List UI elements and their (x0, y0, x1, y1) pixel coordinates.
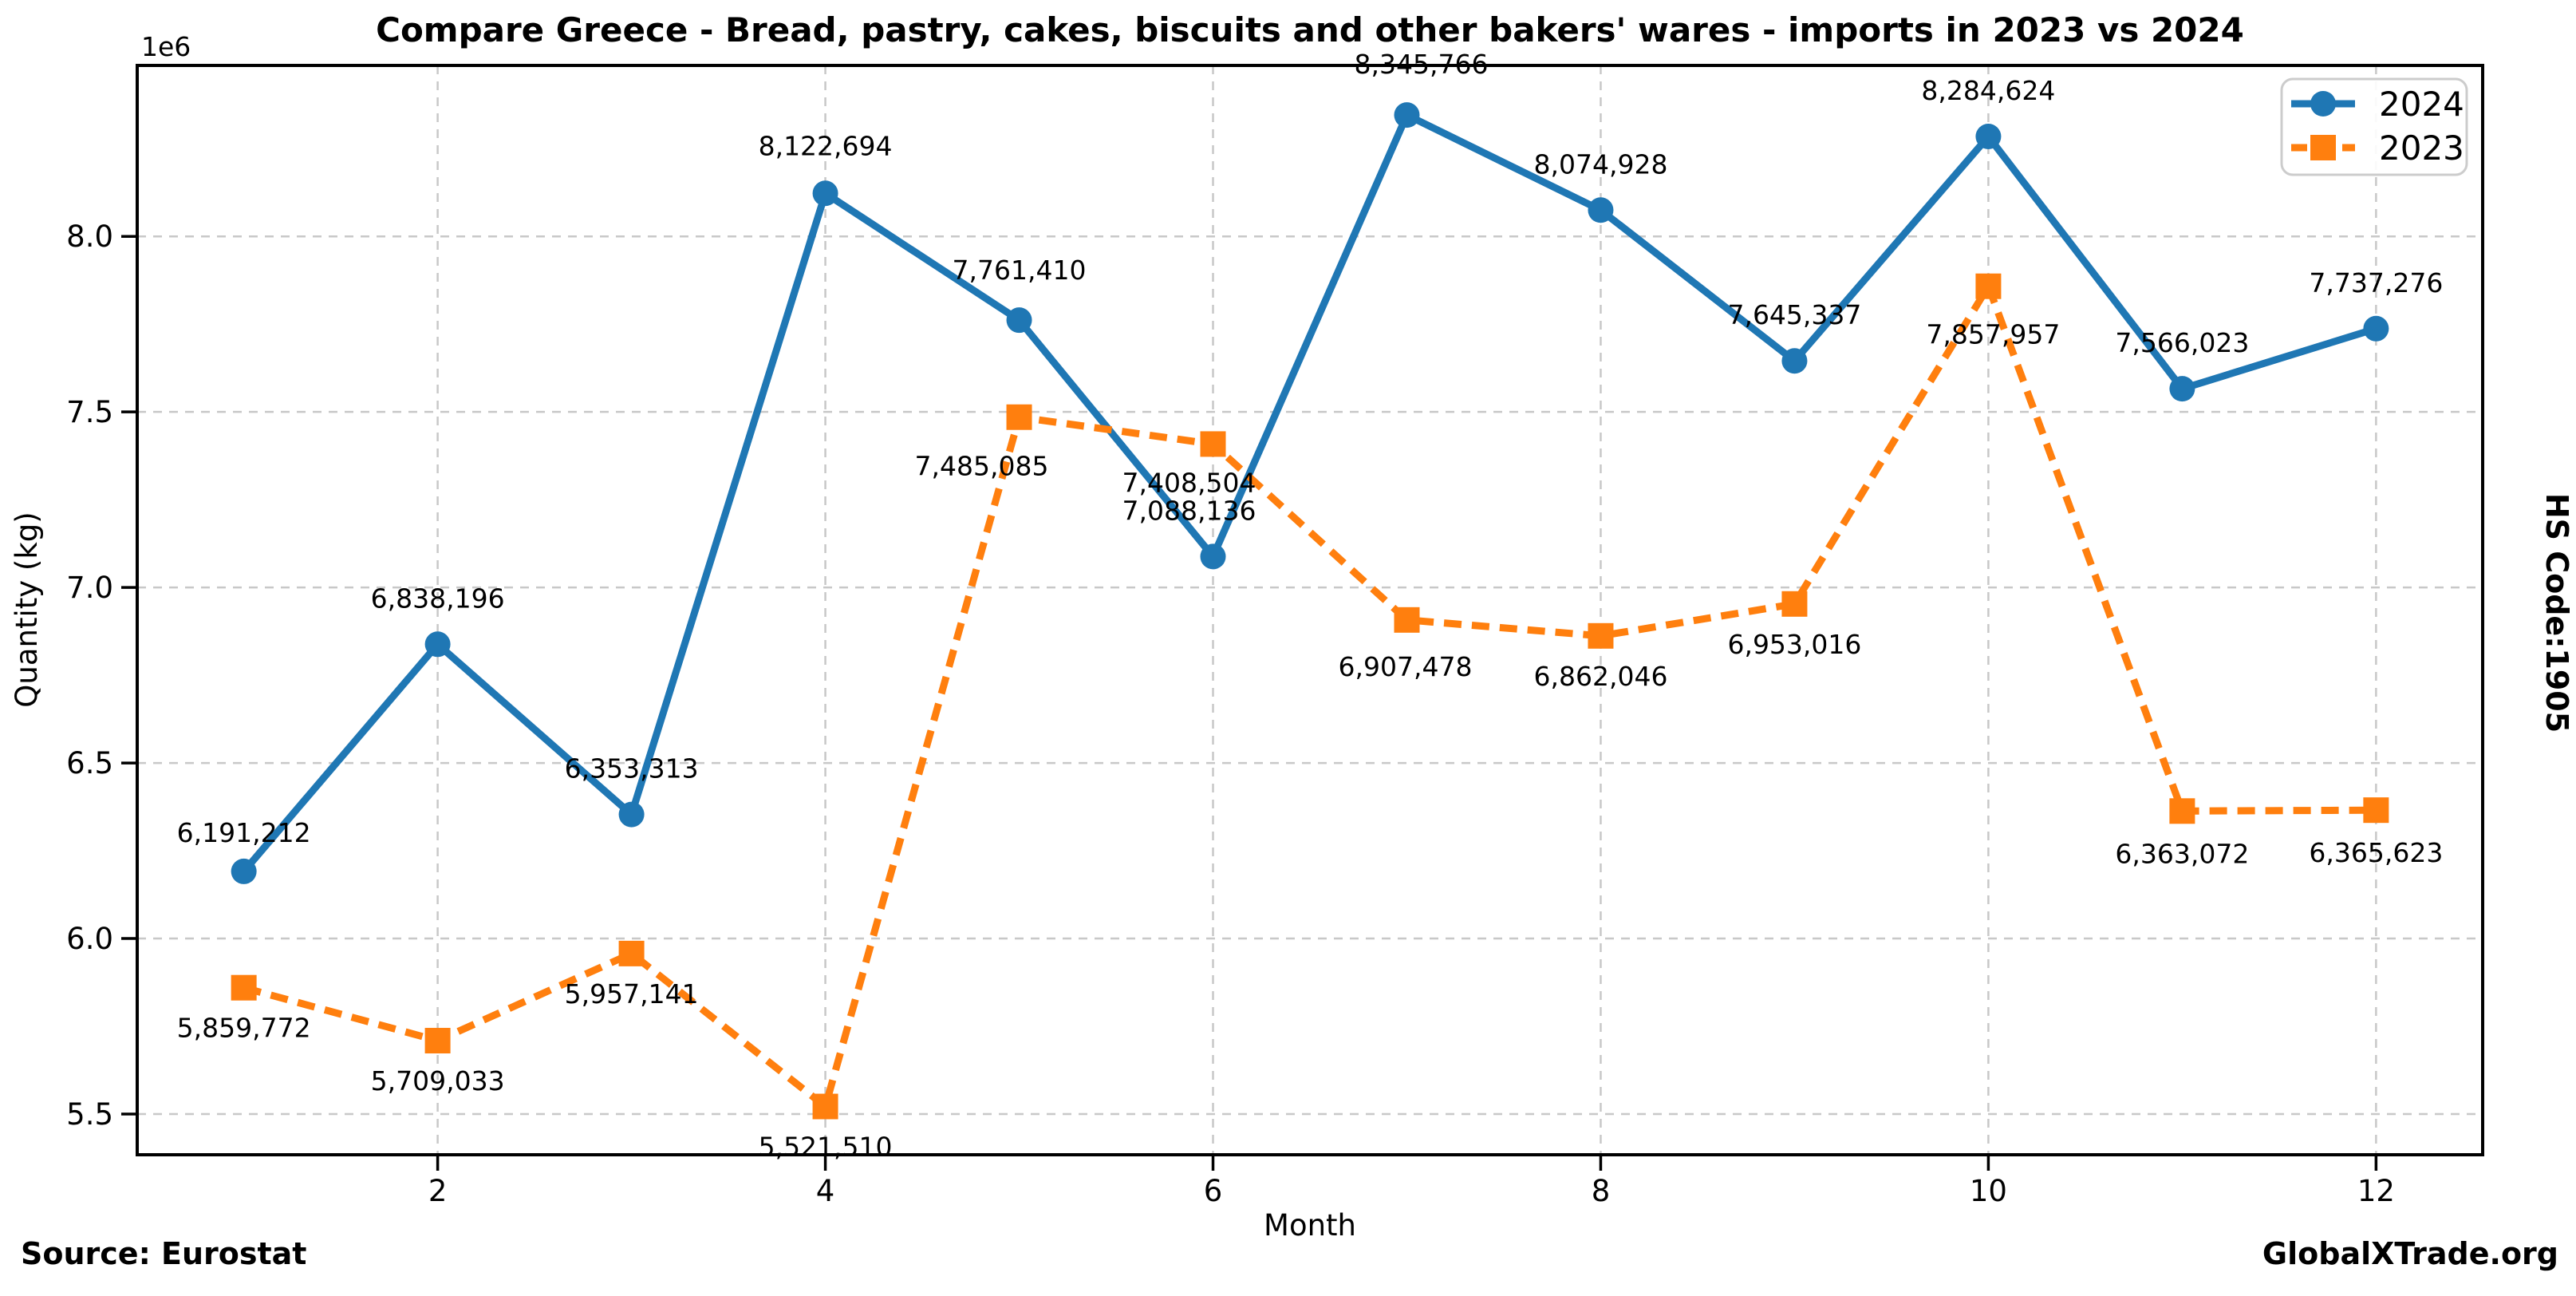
hs-code-label: HS Code:1905 (2539, 493, 2574, 733)
legend-label-2023: 2023 (2379, 128, 2464, 168)
data-label-2024-m1: 6,191,212 (177, 817, 311, 848)
grid-layer (137, 65, 2483, 1155)
tick-layer: 5.5 6.0 6.5 7.0 7.5 8.0 2 4 6 8 10 12 (66, 219, 2395, 1208)
y-tick-label-7.0: 7.0 (66, 571, 113, 605)
data-label-2023-m10: 7,857,957 (1926, 319, 2060, 350)
data-label-2023-m7: 6,907,478 (1339, 651, 1473, 682)
data-point-2023-m11 (2169, 798, 2195, 824)
data-point-2023-m7 (1394, 607, 1420, 633)
data-point-2024-m4 (812, 180, 838, 207)
y-tick-label-7.5: 7.5 (66, 395, 113, 429)
x-tick-label-4: 4 (816, 1174, 835, 1208)
data-point-2023-m3 (618, 940, 645, 966)
data-label-2023-m2: 5,709,033 (371, 1065, 505, 1096)
data-point-2024-m12 (2363, 315, 2389, 342)
data-label-layer: 6,191,212 6,838,196 6,353,313 8,122,694 7,76… (177, 49, 2444, 1162)
data-label-2024-m4: 8,122,694 (759, 130, 893, 161)
y-tick-label-8.0: 8.0 (66, 219, 113, 254)
data-label-2024-m5: 7,761,410 (953, 255, 1087, 286)
data-point-2024-m3 (618, 801, 645, 828)
data-label-2023-m11: 6,363,072 (2115, 838, 2249, 869)
y-axis-label: Quantity (kg) (10, 512, 44, 707)
data-point-2024-m5 (1006, 307, 1032, 334)
x-tick-label-8: 8 (1592, 1174, 1611, 1208)
data-point-2024-m1 (231, 858, 257, 884)
data-label-2024-m12: 7,737,276 (2309, 267, 2443, 298)
data-label-2023-m1: 5,859,772 (177, 1013, 311, 1044)
plot-border (136, 64, 2484, 1156)
data-label-2023-m9: 6,953,016 (1727, 629, 1861, 660)
data-label-2024-m6: 7,088,136 (1122, 495, 1256, 526)
data-point-2024-m6 (1200, 543, 1226, 570)
y-tick-label-5.5: 5.5 (66, 1097, 113, 1132)
data-point-2023-m6 (1200, 431, 1226, 457)
data-point-2024-m8 (1588, 197, 1614, 223)
line-2023 (243, 283, 2377, 1111)
data-label-2024-m3: 6,353,313 (565, 753, 699, 784)
data-label-2024-m10: 8,284,624 (1921, 75, 2055, 106)
data-point-2024-m2 (424, 631, 451, 658)
data-label-2023-m4: 5,521,510 (759, 1132, 893, 1163)
data-label-2023-m5: 7,485,085 (915, 451, 1049, 482)
data-label-2023-m12: 6,365,623 (2309, 837, 2443, 868)
series-layer (231, 102, 2389, 1120)
x-tick-label-12: 12 (2357, 1174, 2395, 1208)
legend-marker-2024 (2310, 91, 2336, 117)
x-tick-label-6: 6 (1204, 1174, 1223, 1208)
data-point-2023-m8 (1588, 622, 1614, 649)
data-point-2023-m1 (231, 974, 257, 1001)
data-point-2024-m10 (1975, 124, 2002, 150)
y-tick-label-6.5: 6.5 (66, 746, 113, 780)
data-label-2024-m2: 6,838,196 (371, 583, 505, 614)
legend-label-2024: 2024 (2379, 85, 2464, 124)
data-label-2023-m8: 6,862,046 (1533, 661, 1667, 692)
line-2024 (241, 111, 2377, 874)
x-axis-label: Month (1264, 1208, 1356, 1243)
data-point-2024-m9 (1781, 348, 1808, 374)
y-tick-label-6.0: 6.0 (66, 922, 113, 956)
data-point-2023-m9 (1781, 591, 1808, 617)
data-point-2023-m4 (812, 1093, 838, 1120)
x-tick-label-2: 2 (428, 1174, 448, 1208)
legend-marker-2023 (2310, 135, 2336, 160)
data-label-2024-m7: 8,345,766 (1355, 49, 1489, 80)
x-tick-label-10: 10 (1970, 1174, 2007, 1208)
chart-title: Compare Greece - Bread, pastry, cakes, b… (376, 10, 2244, 49)
source-note: Source: Eurostat (21, 1236, 306, 1271)
data-label-2024-m11: 7,566,023 (2115, 327, 2249, 358)
data-point-2024-m11 (2169, 376, 2195, 402)
data-label-2024-m8: 8,074,928 (1533, 148, 1667, 180)
brand-note: GlobalXTrade.org (2262, 1236, 2558, 1271)
data-point-2023-m5 (1006, 404, 1032, 430)
data-label-2023-m6: 7,408,504 (1122, 467, 1256, 498)
data-point-2024-m7 (1394, 102, 1420, 128)
data-point-2023-m2 (424, 1028, 451, 1054)
data-point-2023-m10 (1975, 273, 2002, 299)
data-label-2023-m3: 5,957,141 (565, 978, 699, 1010)
legend: 2024 2023 (2280, 77, 2468, 176)
data-label-2024-m9: 7,645,337 (1727, 299, 1861, 330)
y-axis-multiplier: 1e6 (141, 31, 191, 62)
data-point-2023-m12 (2363, 797, 2389, 824)
